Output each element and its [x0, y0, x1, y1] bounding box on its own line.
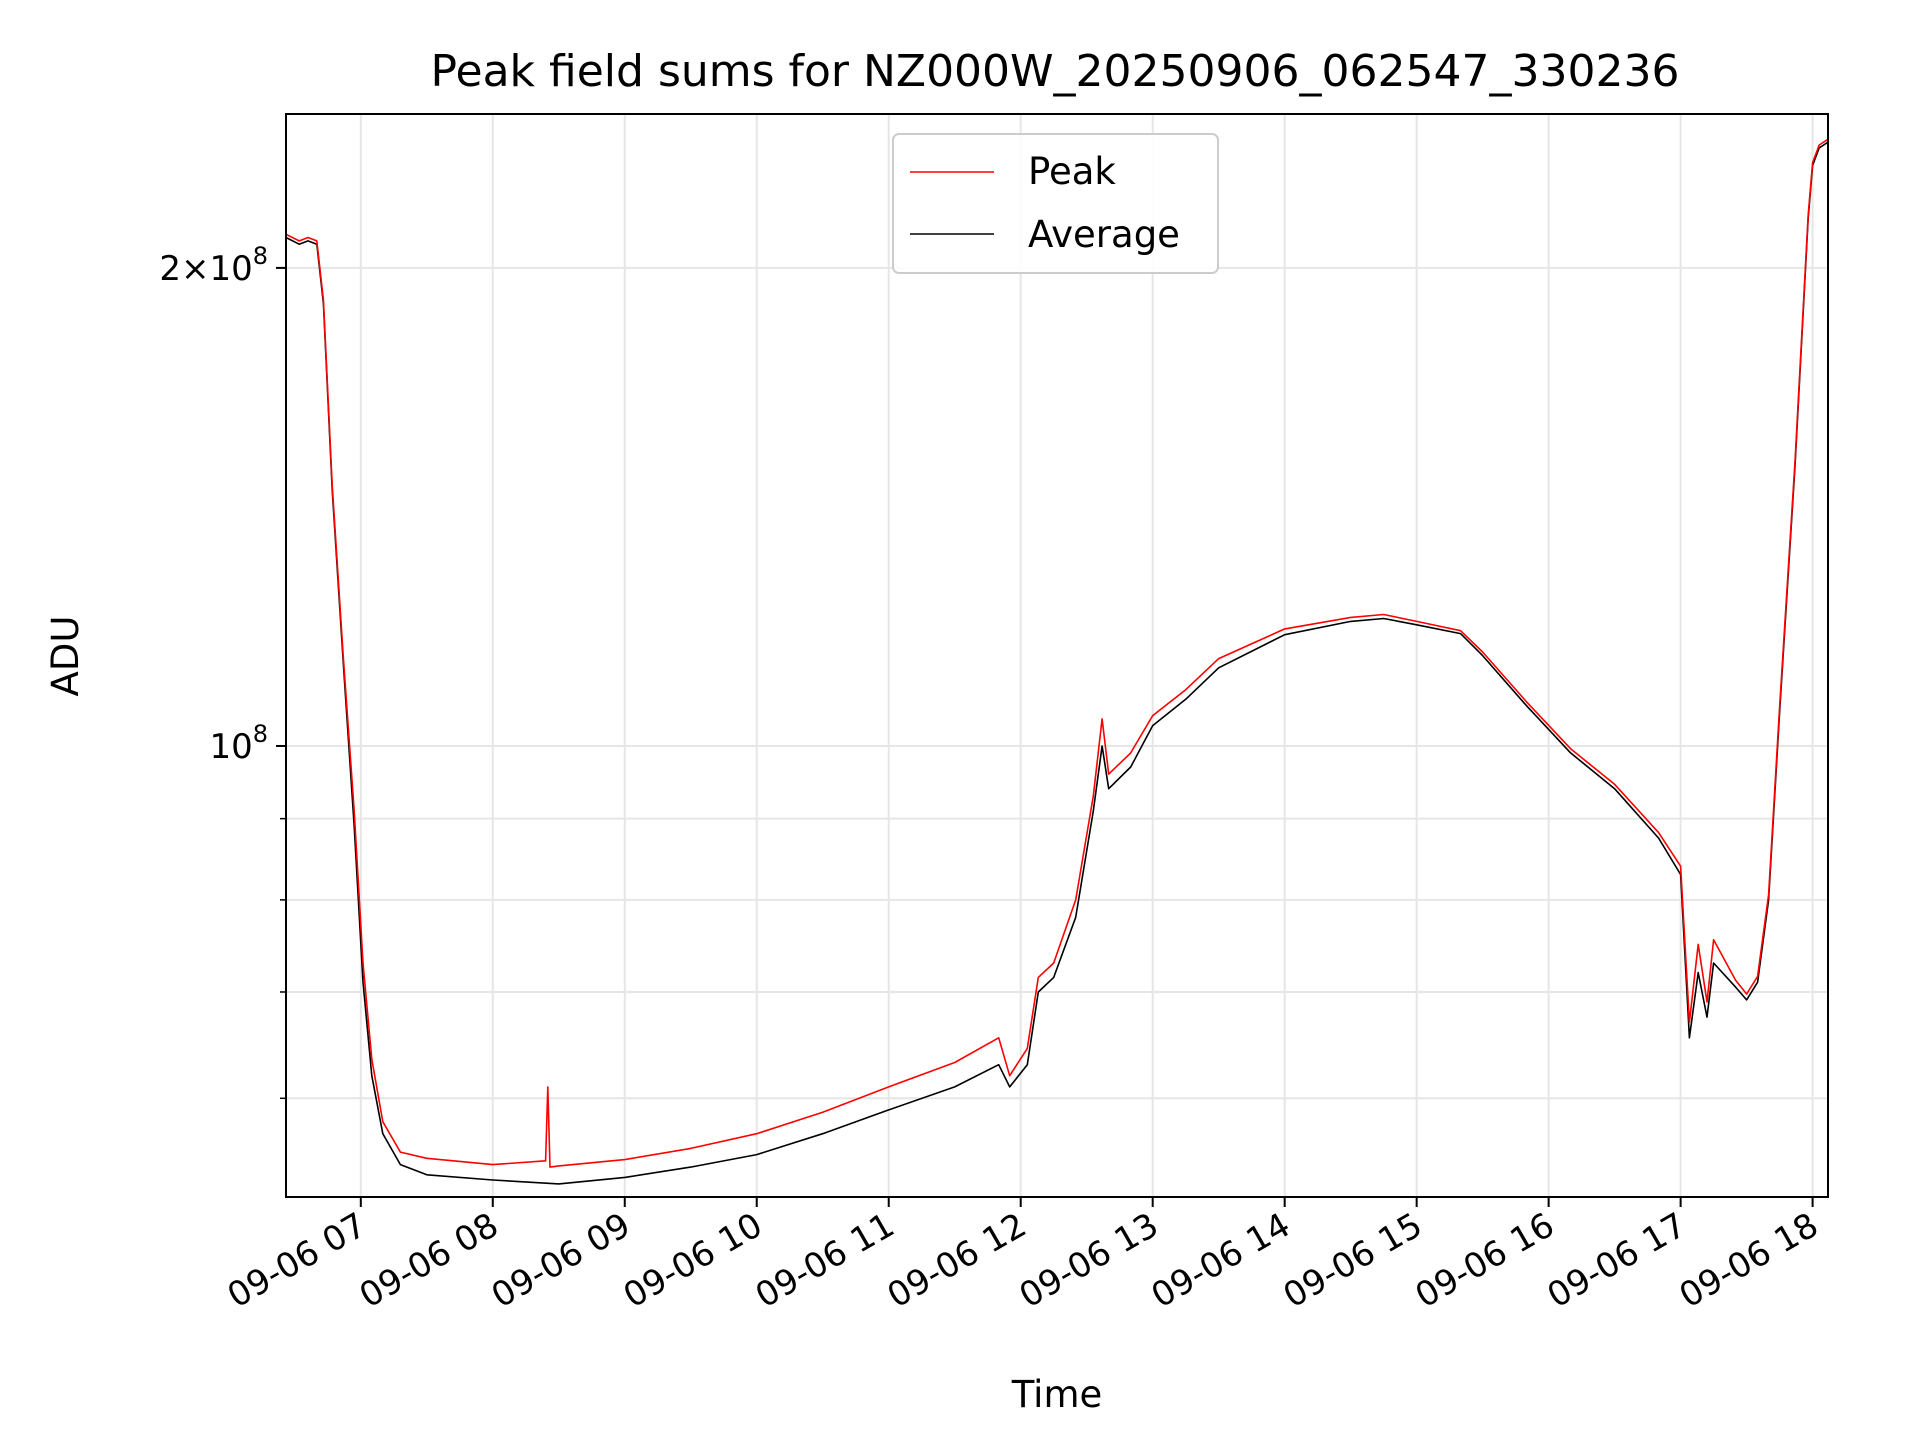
- grid: [286, 114, 1828, 1197]
- series-average-line: [285, 141, 1829, 1185]
- series-peak-line: [285, 138, 1829, 1168]
- legend-box: [892, 133, 1219, 274]
- y-tick-label: 2×108: [159, 242, 268, 289]
- y-tick-label: 108: [209, 720, 268, 767]
- plot-frame: [285, 113, 1829, 1198]
- legend-average-label: Average: [1028, 213, 1180, 256]
- chart-title: Peak field sums for NZ000W_20250906_0625…: [431, 46, 1680, 97]
- legend: Peak Average: [892, 133, 1219, 274]
- x-axis-label: Time: [1011, 1373, 1103, 1416]
- plot-lines: [285, 138, 1829, 1185]
- legend-peak-label: Peak: [1028, 150, 1116, 193]
- y-axis-label: ADU: [44, 616, 87, 697]
- y-axis: 108 2×108: [159, 242, 286, 1100]
